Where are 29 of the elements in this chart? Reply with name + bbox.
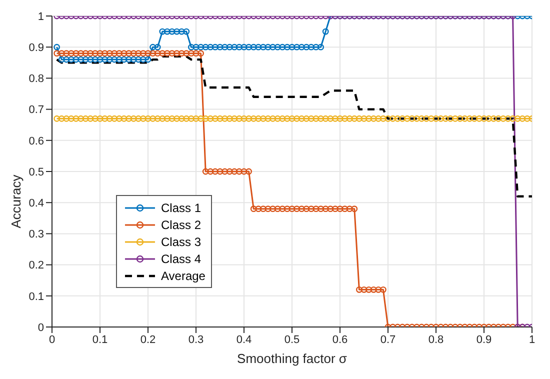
x-tick-label: 0.1 [92, 334, 108, 346]
y-tick-label: 0.5 [28, 166, 44, 178]
x-tick-label: 0.4 [236, 334, 252, 346]
legend-label: Class 3 [161, 234, 202, 248]
y-tick-label: 0.9 [28, 42, 44, 54]
x-axis-title: Smoothing factor σ [237, 351, 347, 366]
legend-label: Class 4 [161, 252, 202, 266]
x-tick-label: 0 [48, 334, 56, 346]
x-tick-label: 1 [528, 334, 536, 346]
y-tick-label: 0 [38, 322, 44, 334]
x-tick-label: 0.8 [428, 334, 444, 346]
y-tick-label: 1 [38, 10, 44, 23]
y-tick-label: 0.7 [28, 104, 44, 116]
y-tick-label: 0.2 [28, 260, 44, 272]
y-tick-label: 0.1 [28, 290, 44, 303]
legend-label: Class 2 [161, 218, 202, 232]
y-tick-label: 0.3 [28, 228, 44, 241]
y-tick-label: 0.6 [28, 135, 44, 148]
x-tick-label: 0.2 [140, 334, 156, 346]
x-tick-label: 0.6 [332, 334, 348, 346]
x-tick-label: 0.3 [188, 334, 204, 346]
y-tick-label: 0.4 [28, 198, 44, 210]
legend-label: Class 1 [161, 200, 202, 214]
x-tick-label: 0.7 [380, 334, 396, 346]
y-tick-label: 0.8 [28, 73, 44, 86]
x-tick-label: 0.9 [476, 334, 492, 346]
legend-label: Average [161, 268, 206, 282]
y-axis-title: Accuracy [8, 174, 24, 228]
x-tick-label: 0.5 [284, 334, 300, 346]
